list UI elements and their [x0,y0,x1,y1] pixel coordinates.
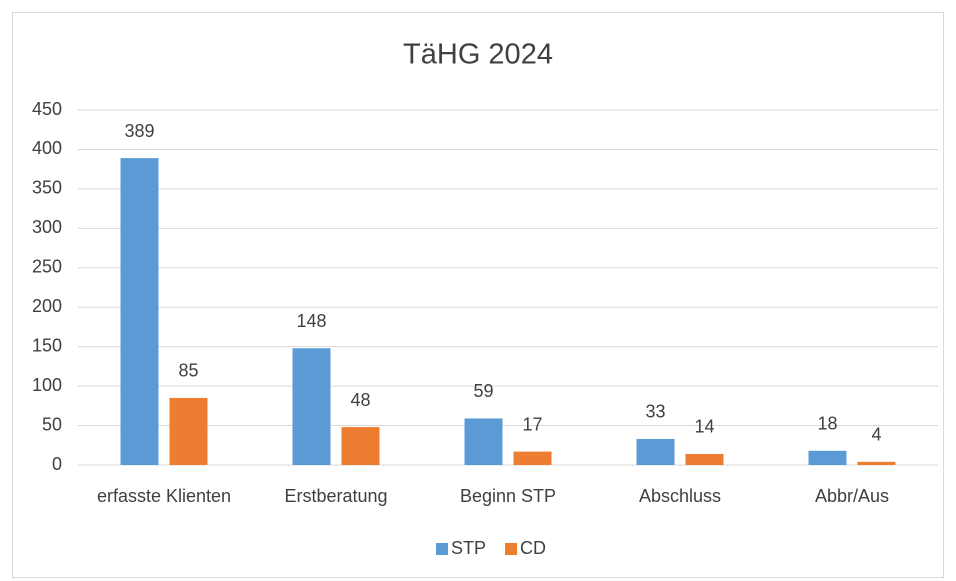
x-tick-label: Abbr/Aus [815,486,889,506]
y-tick-label: 0 [52,454,62,474]
data-label: 85 [178,361,198,381]
y-tick-label: 250 [32,257,62,277]
legend-label: CD [520,538,546,558]
data-label: 48 [350,390,370,410]
y-tick-label: 400 [32,138,62,158]
y-tick-label: 50 [42,414,62,434]
chart-border [12,12,944,578]
data-label: 33 [645,402,665,422]
data-label: 148 [296,311,326,331]
data-label: 18 [817,414,837,434]
bar [464,418,503,465]
data-label: 4 [871,425,881,445]
legend-swatch [436,543,448,555]
x-tick-label: Erstberatung [284,486,387,506]
y-tick-label: 200 [32,296,62,316]
bar [341,427,380,465]
bar [636,438,675,465]
x-tick-label: erfasste Klienten [97,486,231,506]
bar [685,453,724,465]
legend-swatch [505,543,518,555]
y-tick-label: 100 [32,375,62,395]
data-label: 17 [522,414,542,434]
bar [120,158,159,465]
bar [857,461,896,465]
x-tick-label: Beginn STP [460,486,556,506]
y-tick-label: 300 [32,217,62,237]
y-tick-label: 350 [32,178,62,198]
bar [808,450,847,465]
bar [169,397,208,465]
data-label: 59 [473,381,493,401]
legend-label: STP [451,538,486,558]
bar [513,451,552,465]
y-tick-label: 150 [32,335,62,355]
y-tick-label: 450 [32,99,62,119]
chart-title: TäHG 2024 [403,39,553,71]
data-label: 14 [694,417,714,437]
x-tick-label: Abschluss [639,486,721,506]
data-label: 389 [124,121,154,141]
bar [292,348,331,465]
